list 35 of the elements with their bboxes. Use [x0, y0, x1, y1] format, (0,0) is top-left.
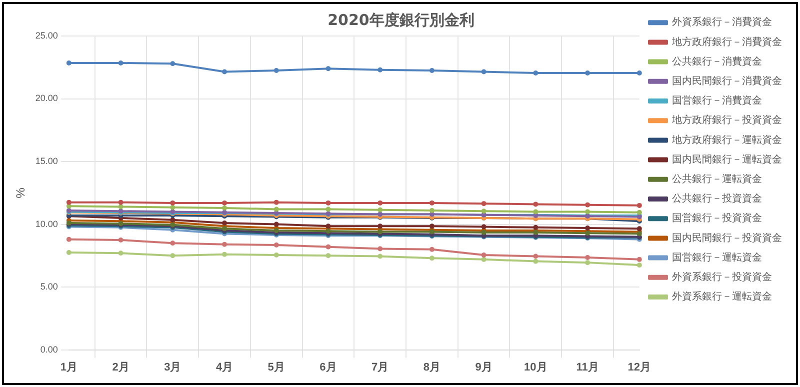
x-tick-label: 10月 — [524, 361, 548, 374]
legend-label: 国内民間銀行－運転資金 — [672, 153, 782, 166]
x-tick-label: 12月 — [628, 361, 652, 374]
x-tick-label: 4月 — [216, 361, 234, 374]
legend-label: 国営銀行－消費資金 — [672, 94, 762, 107]
x-tick-label: 6月 — [320, 361, 337, 374]
x-tick-label: 8月 — [423, 361, 441, 374]
legend-label: 国営銀行－投資資金 — [672, 212, 762, 224]
legend-label: 地方政府銀行－消費資金 — [671, 36, 782, 48]
legend-label: 外資系銀行－投資資金 — [672, 270, 772, 283]
legend-label: 公共銀行－投資資金 — [672, 192, 762, 205]
legend-label: 地方政府銀行－運転資金 — [671, 134, 782, 146]
y-tick-label: 25.00 — [35, 30, 58, 40]
x-tick-label: 5月 — [268, 361, 285, 374]
x-tick-label: 7月 — [372, 361, 389, 374]
legend-label: 国内民間銀行－消費資金 — [672, 74, 782, 87]
x-tick-label: 3月 — [164, 361, 182, 374]
legend-label: 公共銀行－運転資金 — [672, 172, 762, 185]
y-tick-label: 10.00 — [35, 218, 58, 229]
x-tick-label: 9月 — [475, 361, 492, 374]
legend-label: 国内民間銀行－投資資金 — [672, 232, 782, 244]
y-tick-label: 20.00 — [35, 93, 58, 104]
x-tick-label: 2月 — [112, 361, 130, 374]
chart-title: 2020年度銀行別金利 — [328, 10, 474, 29]
x-tick-label: 11月 — [576, 361, 599, 374]
legend-label: 地方政府銀行－投資資金 — [671, 114, 782, 126]
y-tick-label: 0.00 — [40, 344, 58, 354]
x-tick-label: 1月 — [60, 361, 78, 374]
y-axis-title: % — [14, 187, 28, 198]
legend-label: 外資系銀行－運転資金 — [672, 290, 772, 303]
legend-label: 公共銀行－消費資金 — [672, 55, 762, 68]
y-tick-label: 5.00 — [40, 282, 58, 292]
y-tick-label: 15.00 — [35, 156, 58, 166]
legend-label: 外資系銀行－消費資金 — [672, 16, 772, 28]
legend-label: 国営銀行－運転資金 — [672, 251, 762, 264]
